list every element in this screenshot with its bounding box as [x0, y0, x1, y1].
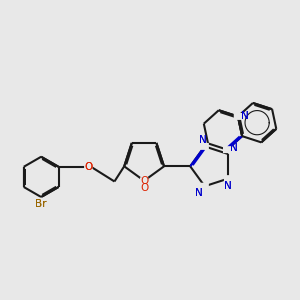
Text: N: N	[199, 135, 207, 145]
Text: N: N	[224, 182, 232, 191]
FancyBboxPatch shape	[200, 143, 209, 150]
Text: N: N	[241, 111, 248, 122]
Text: N: N	[241, 111, 248, 122]
Text: O: O	[84, 162, 92, 172]
FancyBboxPatch shape	[224, 175, 232, 182]
Text: N: N	[224, 182, 232, 191]
Text: N: N	[199, 135, 207, 145]
Text: Br: Br	[35, 199, 47, 209]
Text: N: N	[195, 188, 203, 198]
Text: N: N	[230, 143, 238, 153]
Text: O: O	[140, 176, 148, 186]
Text: O: O	[140, 183, 148, 193]
Text: N: N	[230, 143, 238, 153]
FancyBboxPatch shape	[140, 177, 148, 184]
FancyBboxPatch shape	[84, 163, 92, 170]
FancyBboxPatch shape	[200, 183, 209, 190]
FancyBboxPatch shape	[234, 113, 242, 120]
Text: Br: Br	[35, 199, 47, 209]
FancyBboxPatch shape	[223, 146, 231, 153]
FancyBboxPatch shape	[35, 198, 48, 205]
Text: N: N	[195, 188, 203, 198]
Text: O: O	[84, 162, 92, 172]
